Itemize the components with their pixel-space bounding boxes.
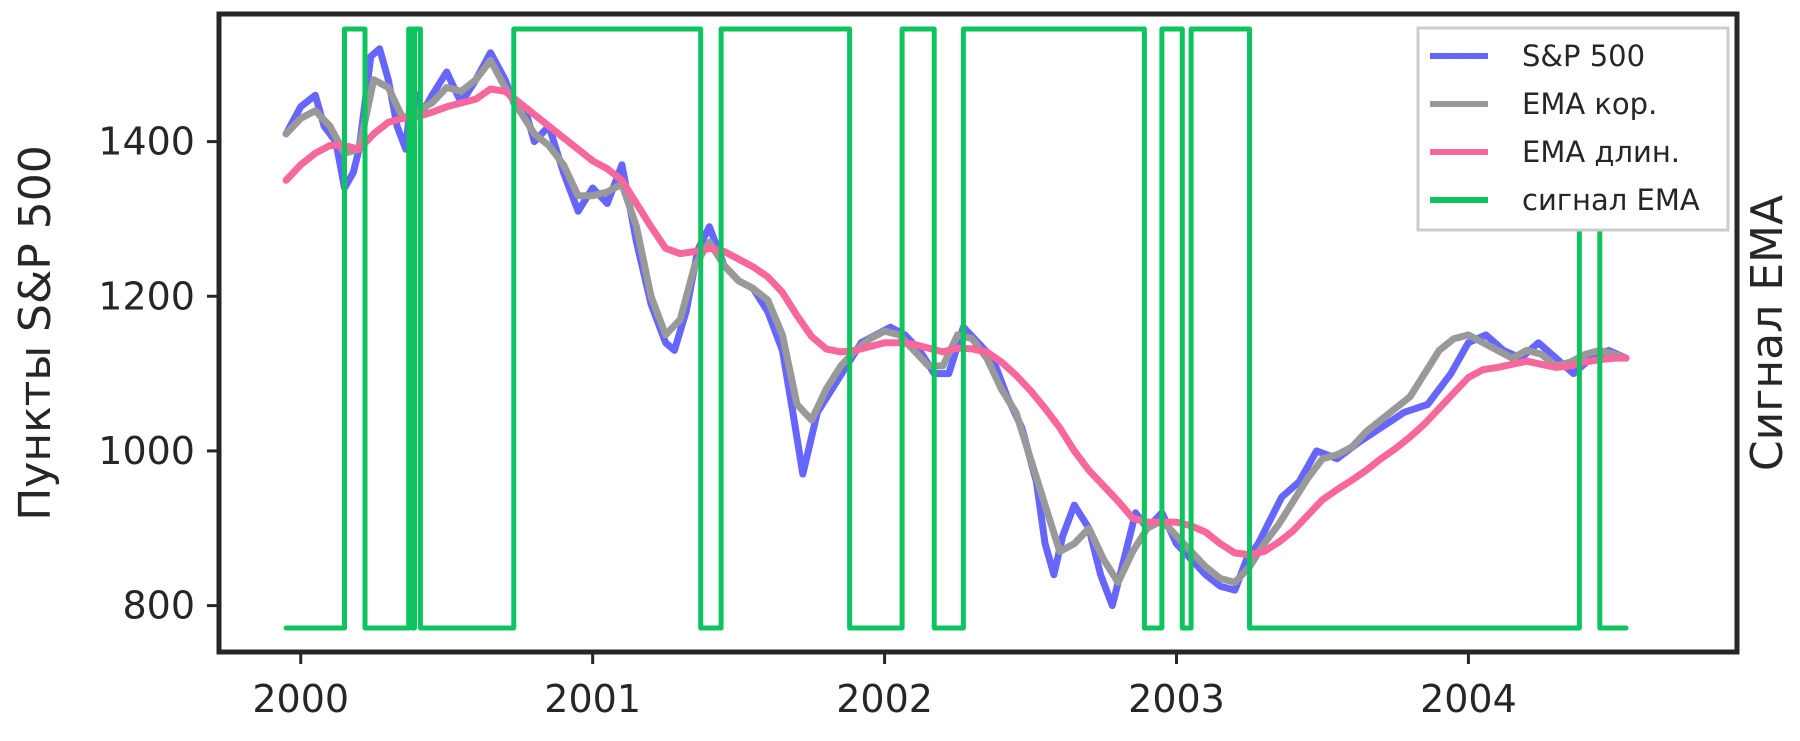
x-tick-label: 2000 bbox=[252, 677, 349, 721]
y-tick-label: 1400 bbox=[98, 120, 195, 164]
y2-axis-label: Сигнал EMA bbox=[1742, 195, 1793, 471]
legend: S&P 500 EMA кор. EMA длин. сигнал EMA bbox=[1416, 26, 1730, 232]
legend-label-1: EMA кор. bbox=[1522, 87, 1657, 121]
plot-frame bbox=[216, 11, 1740, 655]
series-line-3 bbox=[283, 26, 1629, 631]
legend-box bbox=[1416, 26, 1730, 232]
series-layer bbox=[282, 26, 1630, 631]
legend-label-3: сигнал EMA bbox=[1522, 183, 1700, 217]
y-tick-label: 1200 bbox=[98, 274, 195, 318]
y-tick-label: 800 bbox=[122, 584, 195, 628]
series-line-2 bbox=[282, 85, 1630, 559]
x-tick-label: 2001 bbox=[544, 677, 641, 721]
y-axis-label: Пункты S&P 500 bbox=[10, 145, 61, 521]
x-tick-label: 2003 bbox=[1128, 677, 1225, 721]
x-tick-label: 2002 bbox=[836, 677, 933, 721]
legend-label-2: EMA длин. bbox=[1522, 135, 1680, 169]
x-tick-label: 2004 bbox=[1420, 677, 1517, 721]
y-axis: 800 1000 1200 1400 bbox=[98, 120, 219, 628]
x-axis: 2000 2001 2002 2003 2004 bbox=[252, 652, 1517, 721]
y-tick-label: 1000 bbox=[98, 429, 195, 473]
legend-label-0: S&P 500 bbox=[1522, 39, 1645, 73]
